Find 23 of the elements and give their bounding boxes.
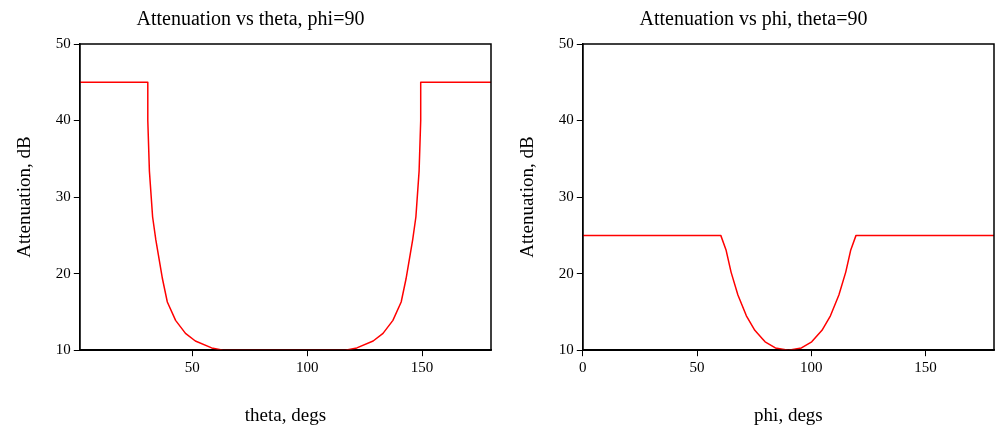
y-tick-label: 40: [558, 111, 574, 128]
y-axis-title: Attenuation, dB: [516, 136, 538, 258]
y-tick-label: 30: [558, 188, 574, 205]
y-tick-label: 20: [55, 264, 71, 281]
y-axis-title: Attenuation, dB: [13, 136, 35, 258]
x-tick-label: 50: [689, 359, 705, 376]
y-tick-label: 10: [55, 341, 71, 358]
x-tick-label: 50: [184, 359, 200, 376]
y-tick-label: 40: [55, 111, 71, 128]
x-tick-label: 100: [295, 359, 319, 376]
chart-title: Attenuation vs theta, phi=90: [136, 7, 365, 31]
chart-title: Attenuation vs phi, theta=90: [639, 7, 868, 31]
x-tick-label: 150: [914, 359, 937, 376]
x-axis-title: phi, degs: [754, 403, 823, 425]
y-tick-label: 10: [558, 341, 574, 358]
x-tick-label: 0: [579, 359, 587, 376]
x-tick-label: 150: [410, 359, 434, 376]
y-tick-label: 30: [55, 188, 71, 205]
y-tick-label: 20: [558, 264, 574, 281]
x-axis-title: theta, degs: [244, 403, 327, 425]
y-tick-label: 50: [558, 34, 574, 51]
x-tick-label: 100: [799, 359, 823, 376]
y-tick-label: 50: [55, 34, 71, 51]
